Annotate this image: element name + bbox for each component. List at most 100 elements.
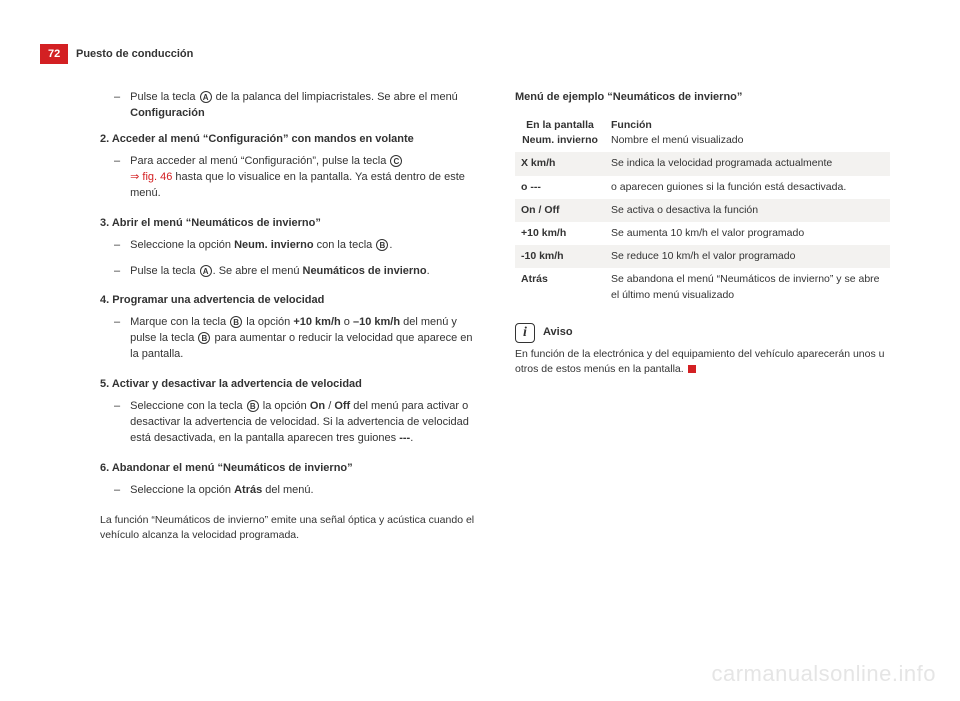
t: Neumáticos de invierno: [303, 265, 427, 277]
key-b-icon: B: [247, 400, 259, 412]
t: Pulse la tecla: [130, 91, 198, 103]
fig-ref: ⇒ fig. 46: [130, 171, 172, 183]
t: Seleccione la opción: [130, 239, 234, 251]
step-6-bullet: – Seleccione la opción Atrás del menú.: [100, 483, 475, 499]
key-a-icon: A: [200, 265, 212, 277]
winter-tires-table: En la pantalla Neum. invierno Función No…: [515, 114, 890, 307]
bullet-dash: –: [114, 154, 120, 202]
t: Función: [611, 119, 652, 131]
bullet-dash: –: [114, 399, 120, 447]
footnote: La función “Neumáticos de invierno” emit…: [100, 513, 475, 543]
step-5-bullet: – Seleccione con la tecla B la opción On…: [100, 399, 475, 447]
t: /: [325, 400, 334, 412]
t: En la pantalla: [526, 119, 594, 131]
step-3: 3. Abrir el menú “Neumáticos de invierno…: [100, 216, 475, 280]
t: Marque con la tecla B la opción +10 km/h…: [130, 315, 475, 363]
step-4: 4. Programar una advertencia de velocida…: [100, 293, 475, 363]
t: ---: [399, 432, 410, 444]
table-val: Se indica la velocidad programada actual…: [605, 152, 890, 175]
step-3-bullet-1: – Seleccione la opción Neum. invierno co…: [100, 238, 475, 254]
t: la opción: [243, 316, 293, 328]
t: o: [341, 316, 353, 328]
content-area: – Pulse la tecla A de la palanca del lim…: [100, 90, 890, 543]
t: Seleccione la opción Atrás del menú.: [130, 483, 475, 499]
bullet-dash: –: [114, 315, 120, 363]
t: .: [410, 432, 413, 444]
bullet-dash: –: [114, 483, 120, 499]
step-5: 5. Activar y desactivar la advertencia d…: [100, 377, 475, 447]
table-row: -10 km/hSe reduce 10 km/h el valor progr…: [515, 245, 890, 268]
table-key: X km/h: [515, 152, 605, 175]
table-key: o ---: [515, 176, 605, 199]
intro-bullet: – Pulse la tecla A de la palanca del lim…: [100, 90, 475, 122]
t: Pulse la tecla A. Se abre el menú Neumát…: [130, 264, 475, 280]
t: Configuración: [130, 107, 205, 119]
step-5-title: 5. Activar y desactivar la advertencia d…: [100, 377, 475, 393]
aviso-row: i Aviso: [515, 323, 890, 343]
table-key: Atrás: [515, 268, 605, 306]
step-4-bullet: – Marque con la tecla B la opción +10 km…: [100, 315, 475, 363]
bullet-dash: –: [114, 264, 120, 280]
table-key: -10 km/h: [515, 245, 605, 268]
t: –10 km/h: [353, 316, 400, 328]
t: con la tecla: [314, 239, 376, 251]
t: On: [310, 400, 325, 412]
t: .: [427, 265, 430, 277]
step-2-bullet: – Para acceder al menú “Configuración”, …: [100, 154, 475, 202]
t: hasta que lo visualice en la pantalla. Y…: [130, 171, 465, 199]
t: Neum. invierno: [234, 239, 313, 251]
step-4-title: 4. Programar una advertencia de velocida…: [100, 293, 475, 309]
t: Neum. invierno: [522, 134, 598, 146]
page-number-tab: 72: [40, 44, 68, 64]
example-menu-title: Menú de ejemplo “Neumáticos de invierno”: [515, 90, 890, 106]
table-row: o ---o aparecen guiones si la función es…: [515, 176, 890, 199]
table-row: On / OffSe activa o desactiva la función: [515, 199, 890, 222]
left-column: – Pulse la tecla A de la palanca del lim…: [100, 90, 475, 543]
end-of-paragraph-icon: [688, 365, 696, 373]
key-b-icon: B: [230, 316, 242, 328]
key-c-icon: C: [390, 155, 402, 167]
table-val: Se aumenta 10 km/h el valor programado: [605, 222, 890, 245]
right-column: Menú de ejemplo “Neumáticos de invierno”…: [515, 90, 890, 543]
table-val: Se reduce 10 km/h el valor programado: [605, 245, 890, 268]
step-6-title: 6. Abandonar el menú “Neumáticos de invi…: [100, 461, 475, 477]
table-head-left: En la pantalla Neum. invierno: [515, 114, 605, 152]
key-b-icon: B: [198, 332, 210, 344]
section-title: Puesto de conducción: [76, 48, 193, 60]
bullet-dash: –: [114, 238, 120, 254]
table-val: Se abandona el menú “Neumáticos de invie…: [605, 268, 890, 306]
table-val: Se activa o desactiva la función: [605, 199, 890, 222]
t: Off: [334, 400, 350, 412]
key-a-icon: A: [200, 91, 212, 103]
info-icon: i: [515, 323, 535, 343]
step-3-title: 3. Abrir el menú “Neumáticos de invierno…: [100, 216, 475, 232]
t: . Se abre el menú: [213, 265, 303, 277]
step-2: 2. Acceder al menú “Configuración” con m…: [100, 132, 475, 202]
t: Para acceder al menú “Configuración”, pu…: [130, 155, 389, 167]
table-row: X km/hSe indica la velocidad programada …: [515, 152, 890, 175]
t: Seleccione con la tecla B la opción On /…: [130, 399, 475, 447]
intro-text: Pulse la tecla A de la palanca del limpi…: [130, 90, 475, 122]
t: Marque con la tecla: [130, 316, 229, 328]
t: +10 km/h: [293, 316, 340, 328]
table-val: o aparecen guiones si la función está de…: [605, 176, 890, 199]
table-key: +10 km/h: [515, 222, 605, 245]
table-body: X km/hSe indica la velocidad programada …: [515, 152, 890, 307]
t: Seleccione con la tecla: [130, 400, 246, 412]
table-head-right: Función Nombre el menú visualizado: [605, 114, 890, 152]
aviso-text: En función de la electrónica y del equip…: [515, 347, 890, 377]
step-3-bullet-2: – Pulse la tecla A. Se abre el menú Neum…: [100, 264, 475, 280]
step-2-title: 2. Acceder al menú “Configuración” con m…: [100, 132, 475, 148]
t: la opción: [260, 400, 310, 412]
step-6: 6. Abandonar el menú “Neumáticos de invi…: [100, 461, 475, 499]
t: Seleccione la opción Neum. invierno con …: [130, 238, 475, 254]
t: .: [389, 239, 392, 251]
table-key: On / Off: [515, 199, 605, 222]
aviso-label: Aviso: [543, 325, 573, 341]
step-2-text: Para acceder al menú “Configuración”, pu…: [130, 154, 475, 202]
t: Atrás: [234, 484, 262, 496]
watermark: carmanualsonline.info: [711, 661, 936, 687]
t: del menú.: [262, 484, 313, 496]
table-row: +10 km/hSe aumenta 10 km/h el valor prog…: [515, 222, 890, 245]
t: Seleccione la opción: [130, 484, 234, 496]
